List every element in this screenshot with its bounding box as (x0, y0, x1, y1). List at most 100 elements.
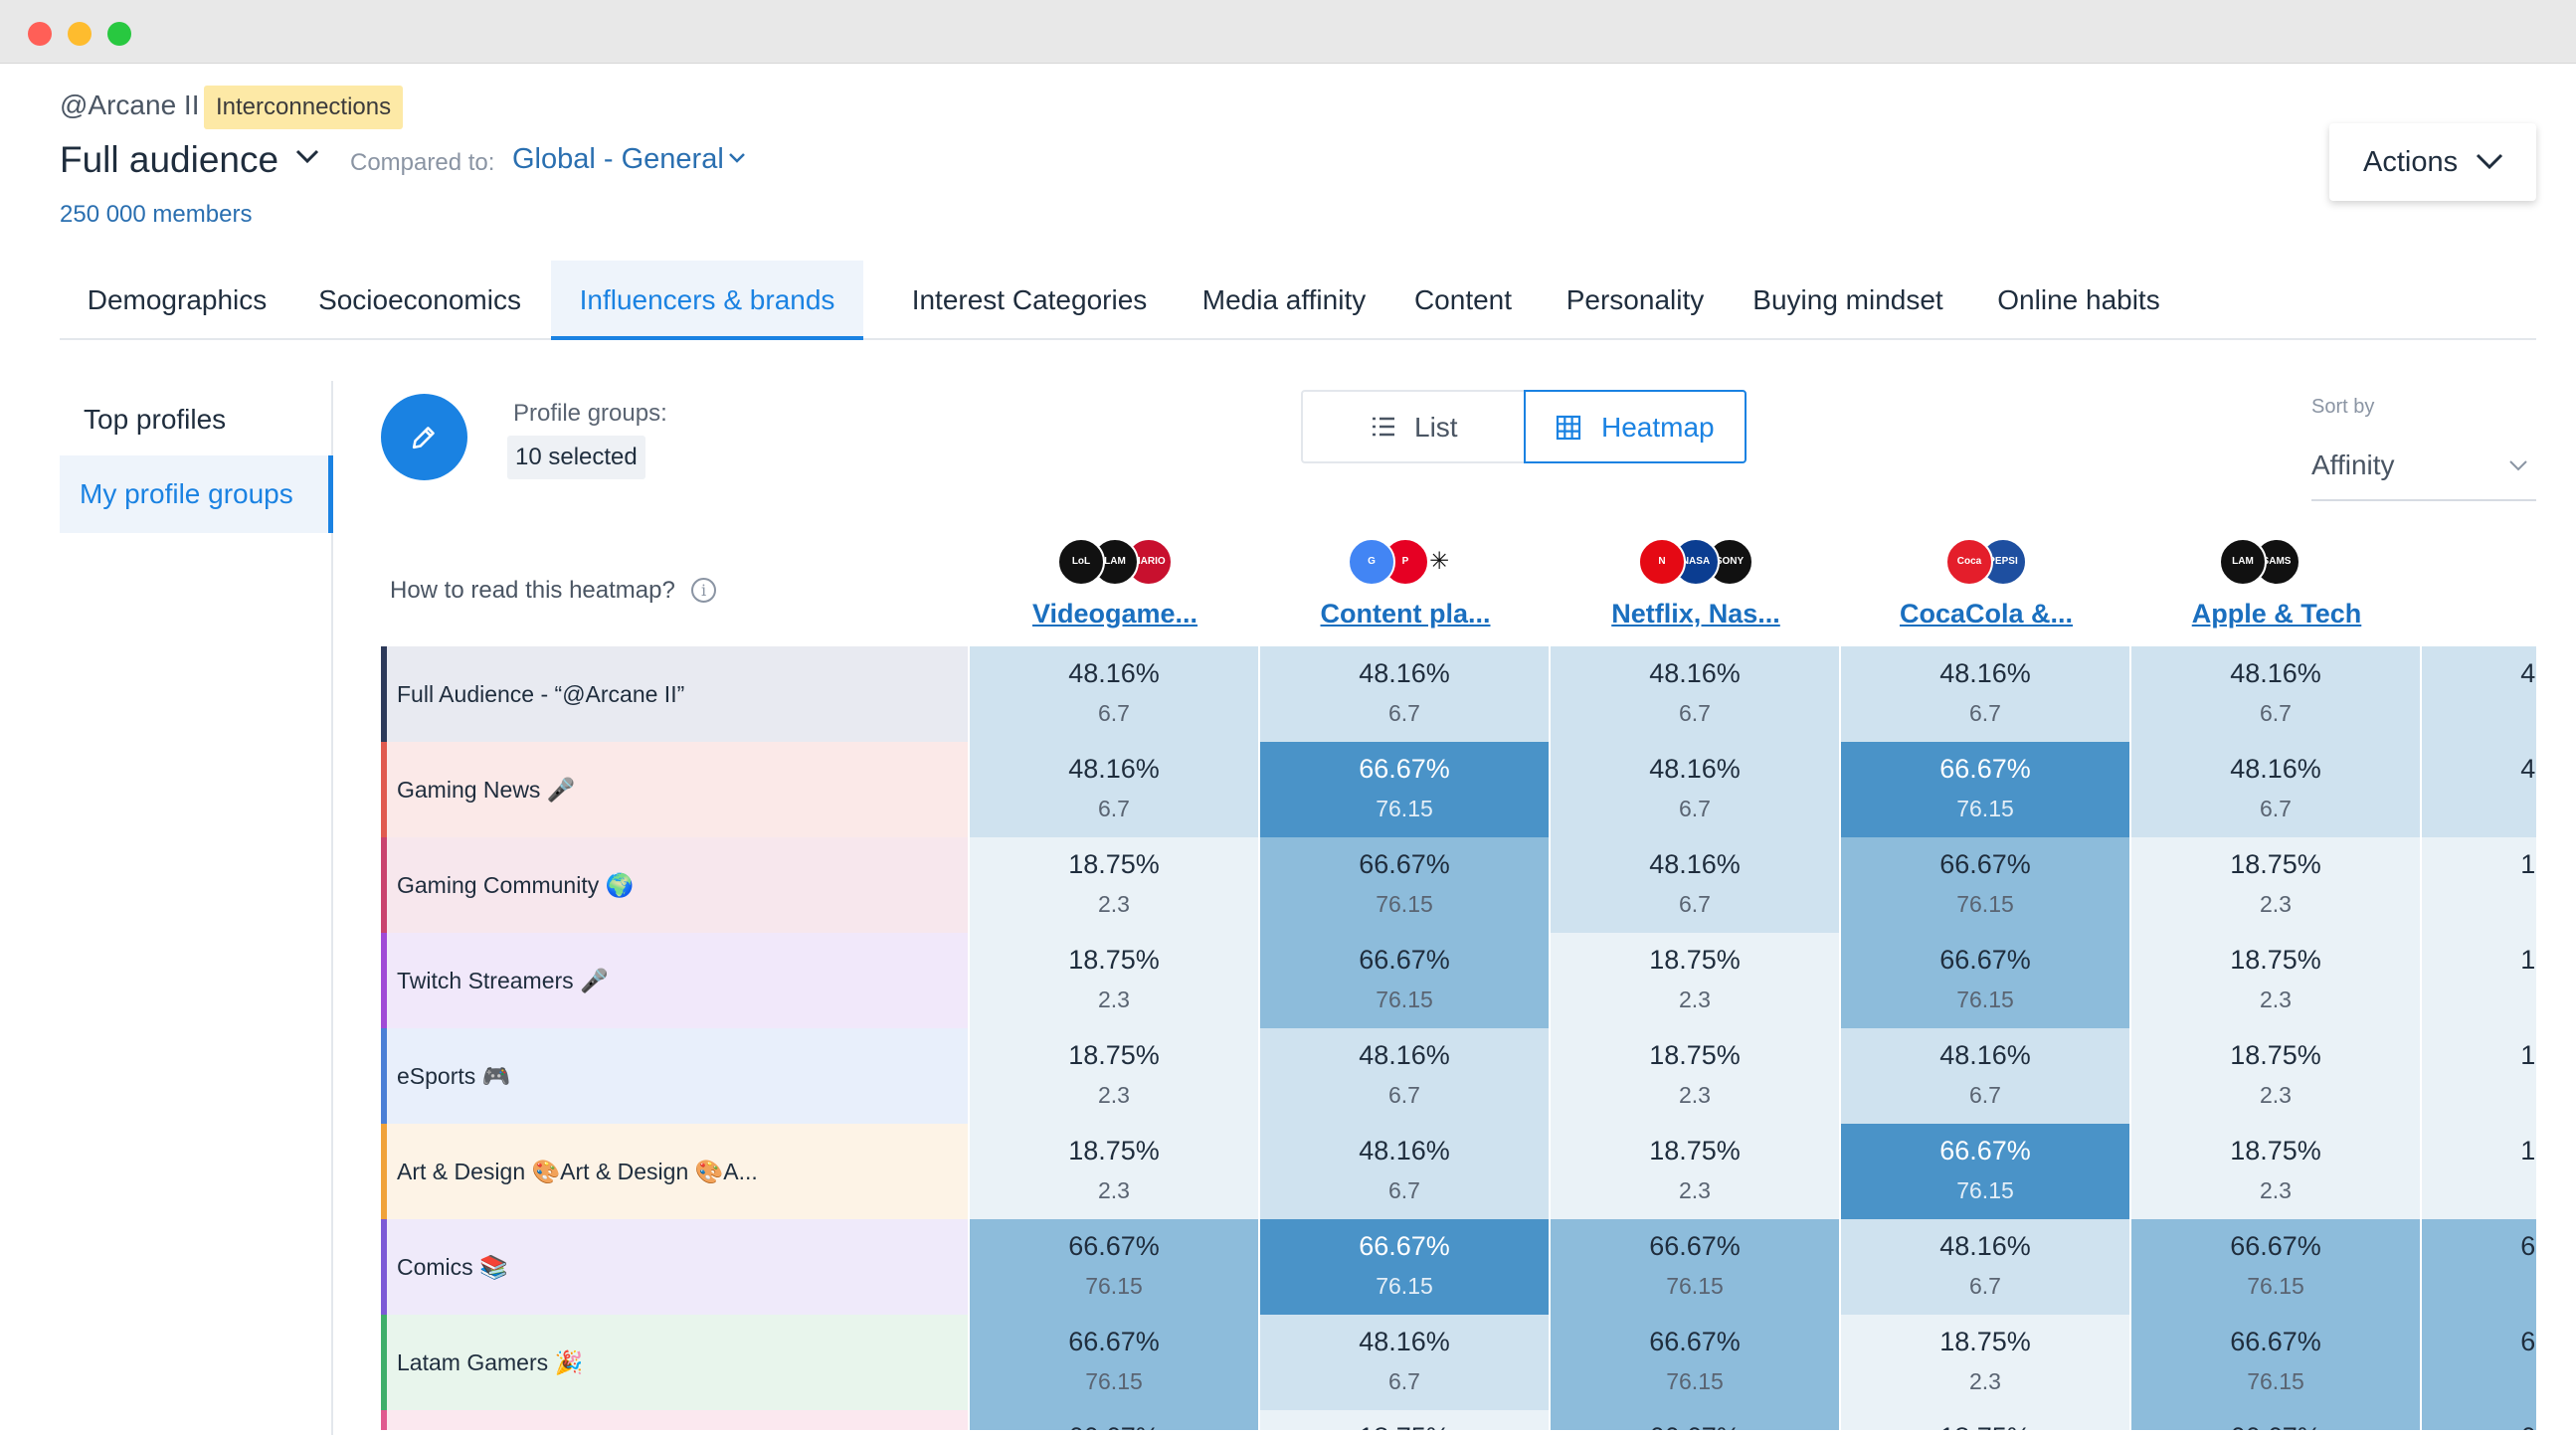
heatmap-cell[interactable]: 66.67%76.15 (2131, 1410, 2422, 1430)
sidebar-item-top-profiles[interactable]: Top profiles (84, 404, 227, 435)
heatmap-column-name[interactable]: Content pla... (1320, 599, 1491, 628)
heatmap-cell[interactable]: 48.16% 6.7 (1260, 646, 1551, 742)
heatmap-cell[interactable]: 48.16% 6.7 (2422, 646, 2536, 742)
heatmap-cell[interactable]: 48.16% 6.7 (1841, 1219, 2131, 1315)
compared-to-selector[interactable]: Global - General (512, 143, 724, 175)
heatmap-cell[interactable]: 66.67%76.15 (970, 1219, 1260, 1315)
heatmap-cell[interactable]: 66.67%76.15 (1551, 1410, 1841, 1430)
info-icon[interactable]: i (691, 578, 716, 603)
heatmap-cell[interactable]: 48.16% 6.7 (1260, 1028, 1551, 1124)
heatmap-cell[interactable]: 48.16% 6.7 (1260, 1315, 1551, 1410)
minimize-window-button[interactable] (68, 22, 92, 46)
tab-influencers-brands[interactable]: Influencers & brands (551, 261, 863, 340)
heatmap-cell[interactable]: 66.67%76.15 (1260, 1219, 1551, 1315)
heatmap-cell[interactable]: 18.75%2.3 (970, 1124, 1260, 1219)
heatmap-cell[interactable]: 66.67%76.15 (1551, 1315, 1841, 1410)
edit-profile-groups-button[interactable] (381, 394, 467, 480)
heatmap-column-name[interactable]: Alco (2422, 599, 2536, 629)
heatmap-cell[interactable]: 66.67%76.15 (1260, 837, 1551, 933)
tab-demographics[interactable]: Demographics (87, 284, 268, 315)
cell-affinity: 6.7 (2260, 700, 2292, 726)
heatmap-cell[interactable]: 66.67%76.15 (1551, 1219, 1841, 1315)
heatmap-cell[interactable]: 18.75%2.3 (2422, 1028, 2536, 1124)
heatmap-cell[interactable]: 18.75%2.3 (970, 1028, 1260, 1124)
heatmap-cell[interactable]: 18.75%2.3 (2131, 933, 2422, 1028)
tab-interest-categories[interactable]: Interest Categories (911, 284, 1148, 315)
heatmap-cell[interactable]: 66.67%76.15 (970, 1410, 1260, 1430)
heatmap-cell[interactable]: 18.75%2.3 (1841, 1410, 2131, 1430)
heatmap-cell[interactable]: 66.67%76.15 (2422, 1315, 2536, 1410)
heatmap-cell[interactable]: 66.67%76.15 (1841, 1124, 2131, 1219)
cell-affinity: 76.15 (2247, 1368, 2304, 1394)
tab-buying-mindset[interactable]: Buying mindset (1752, 284, 1943, 315)
heatmap-column-header[interactable]: LoL LAM MARIO Videogame... (970, 532, 1260, 646)
heatmap-cell[interactable]: 66.67%76.15 (2422, 1410, 2536, 1430)
heatmap-row-label: Comics 📚 (381, 1219, 968, 1315)
heatmap-cell[interactable]: 66.67%76.15 (1841, 837, 2131, 933)
heatmap-cell[interactable]: 18.75%2.3 (2131, 1028, 2422, 1124)
heatmap-cell[interactable]: 66.67%76.15 (970, 1315, 1260, 1410)
heatmap-cell[interactable]: 18.75%2.3 (2422, 1124, 2536, 1219)
heatmap-cell[interactable]: 48.16% 6.7 (2131, 742, 2422, 837)
heatmap-cell[interactable]: 48.16% 6.7 (970, 646, 1260, 742)
heatmap-cell[interactable]: 66.67%76.15 (2131, 1315, 2422, 1410)
tab-personality[interactable]: Personality (1565, 284, 1705, 315)
cell-affinity: 6.7 (1679, 891, 1711, 917)
tab-online-habits[interactable]: Online habits (1997, 284, 2160, 315)
actions-button[interactable]: Actions (2329, 123, 2536, 201)
cell-percentage: 66.67% (1551, 1422, 1839, 1430)
heatmap-cell[interactable]: 48.16% 6.7 (1841, 1028, 2131, 1124)
chevron-down-icon[interactable] (294, 147, 320, 165)
audience-selector[interactable]: Full audience (60, 139, 279, 180)
cell-percentage: 18.75% (2520, 1040, 2536, 1070)
heatmap-cell[interactable]: 48.16% 6.7 (1551, 837, 1841, 933)
tab-socioeconomics[interactable]: Socioeconomics (318, 284, 521, 315)
heatmap-cell[interactable]: 66.67%76.15 (2422, 1219, 2536, 1315)
heatmap-cell[interactable]: 66.67%76.15 (1841, 742, 2131, 837)
heatmap-column-header[interactable]: N NASA SONY Netflix, Nas... (1551, 532, 1841, 646)
heatmap-cell[interactable]: 18.75%2.3 (2422, 837, 2536, 933)
heatmap-cell[interactable]: 18.75%2.3 (2422, 933, 2536, 1028)
heatmap-cell[interactable]: 48.16% 6.7 (1841, 646, 2131, 742)
heatmap-cell[interactable]: 48.16% 6.7 (2422, 742, 2536, 837)
heatmap-column-header[interactable]: LAMAlco (2422, 532, 2536, 646)
sort-by-select[interactable]: Affinity (2311, 430, 2536, 501)
heatmap-cell[interactable]: 66.67%76.15 (1260, 933, 1551, 1028)
heatmap-cell[interactable]: 48.16% 6.7 (1551, 646, 1841, 742)
heatmap-cell[interactable]: 18.75%2.3 (1551, 933, 1841, 1028)
heatmap-column-header[interactable]: G P ✳ Content pla... (1260, 532, 1551, 646)
heatmap-help-link[interactable]: How to read this heatmap? (390, 577, 675, 604)
heatmap-cell[interactable]: 18.75%2.3 (1551, 1028, 1841, 1124)
sidebar-item-my-profile-groups[interactable]: My profile groups (60, 455, 333, 533)
heatmap-cell[interactable]: 18.75%2.3 (2131, 837, 2422, 933)
heatmap-cell[interactable]: 66.67%76.15 (2131, 1219, 2422, 1315)
heatmap-cell[interactable]: 18.75%2.3 (970, 837, 1260, 933)
heatmap-cell[interactable]: 66.67%76.15 (1260, 742, 1551, 837)
heatmap-cell[interactable]: 18.75%2.3 (1841, 1315, 2131, 1410)
tab-media-affinity[interactable]: Media affinity (1201, 284, 1367, 315)
heatmap-column-header[interactable]: LAM SAMS Apple & Tech (2131, 532, 2422, 646)
heatmap-cell[interactable]: 66.67%76.15 (1841, 933, 2131, 1028)
view-list-button[interactable]: List (1301, 390, 1524, 463)
heatmap-cell[interactable]: 18.75%2.3 (1260, 1410, 1551, 1430)
interconnections-badge[interactable]: Interconnections (204, 86, 404, 129)
view-heatmap-button[interactable]: Heatmap (1524, 390, 1747, 463)
heatmap-cell[interactable]: 48.16% 6.7 (2131, 646, 2422, 742)
close-window-button[interactable] (28, 22, 52, 46)
maximize-window-button[interactable] (107, 22, 131, 46)
profile-groups-selected[interactable]: 10 selected (507, 436, 645, 479)
chevron-down-icon[interactable] (728, 152, 746, 164)
cell-affinity: 2.3 (1098, 1082, 1130, 1108)
heatmap-column-name[interactable]: CocaCola &... (1899, 599, 2074, 628)
heatmap-cell[interactable]: 48.16% 6.7 (1260, 1124, 1551, 1219)
heatmap-cell[interactable]: 18.75%2.3 (970, 933, 1260, 1028)
heatmap-cell[interactable]: 18.75%2.3 (2131, 1124, 2422, 1219)
heatmap-cell[interactable]: 48.16% 6.7 (1551, 742, 1841, 837)
heatmap-column-header[interactable]: Coca PEPSI CocaCola &... (1841, 532, 2131, 646)
heatmap-cell[interactable]: 18.75%2.3 (1551, 1124, 1841, 1219)
heatmap-cell[interactable]: 48.16% 6.7 (970, 742, 1260, 837)
heatmap-column-name[interactable]: Netflix, Nas... (1611, 599, 1780, 628)
heatmap-column-name[interactable]: Videogame... (1031, 599, 1198, 628)
tab-content[interactable]: Content (1413, 284, 1513, 315)
heatmap-column-name[interactable]: Apple & Tech (2191, 599, 2362, 628)
